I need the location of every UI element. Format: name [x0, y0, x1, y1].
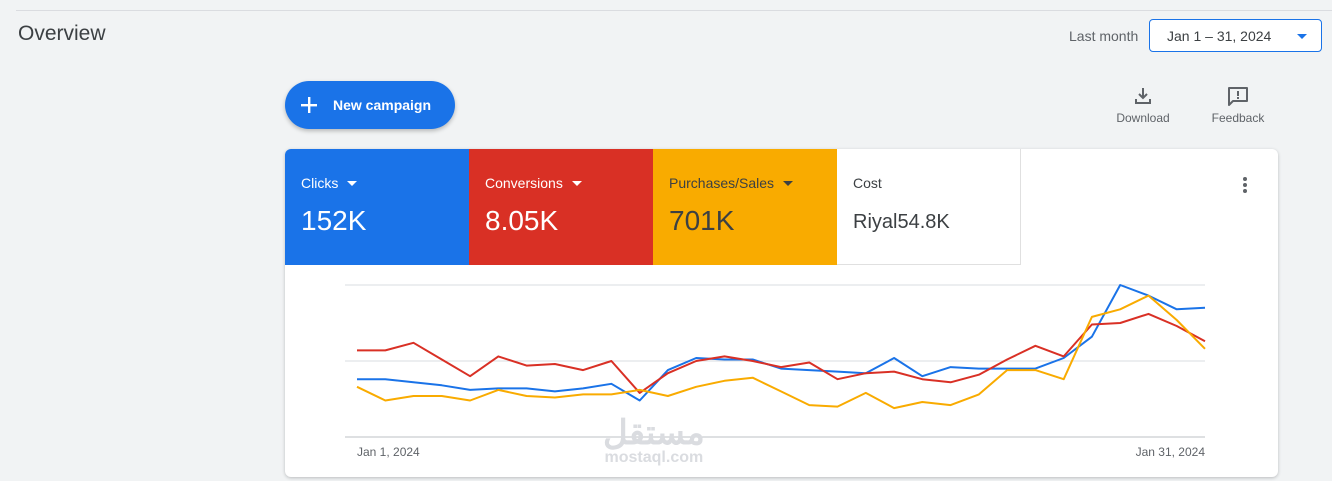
metric-value: 152K [301, 205, 367, 236]
download-icon [1135, 88, 1151, 104]
dropdown-arrow-icon[interactable] [347, 180, 358, 186]
metric-value: Riyal54.8K [853, 211, 950, 233]
new-campaign-label: New campaign [333, 97, 432, 113]
watermark-arabic: مستقل [603, 414, 705, 452]
series-line-0 [357, 284, 1206, 402]
metric-label: Purchases/Sales [669, 175, 775, 191]
performance-chart: Jan 1, 2024 Jan 31, 2024 [345, 284, 1206, 459]
dropdown-arrow-icon[interactable] [783, 180, 794, 186]
metric-tile-conversions[interactable]: Conversions 8.05K [469, 149, 653, 265]
new-campaign-button[interactable]: New campaign [285, 81, 455, 129]
watermark-logo: مستقل mostaql.com [603, 413, 705, 467]
metric-value: 701K [669, 205, 735, 236]
series-line-1 [357, 312, 1206, 394]
metric-tile-clicks[interactable]: Clicks 152K [285, 149, 469, 265]
watermark-latin: mostaql.com [604, 449, 704, 466]
header-divider [16, 10, 1332, 11]
metric-tile-cost[interactable]: Cost Riyal54.8K [837, 149, 1021, 265]
date-range-label: Last month [1069, 28, 1139, 44]
series-line-2 [356, 294, 1206, 410]
date-range-select[interactable]: Jan 1 – 31, 2024 [1149, 19, 1322, 52]
more-options-icon[interactable] [1235, 175, 1255, 195]
chevron-down-icon [1297, 34, 1307, 39]
metric-tile-purchases[interactable]: Purchases/Sales 701K [653, 149, 837, 265]
date-range-value: Jan 1 – 31, 2024 [1167, 27, 1272, 44]
feedback-button[interactable]: Feedback [1207, 86, 1269, 125]
performance-card: Clicks 152K Conversions 8.05K Purchases/… [285, 149, 1278, 477]
metric-label: Conversions [485, 175, 563, 191]
page-title: Overview [18, 22, 106, 45]
metric-label: Clicks [301, 175, 339, 191]
feedback-icon [1228, 87, 1248, 106]
x-axis-start-label: Jan 1, 2024 [357, 445, 420, 459]
plus-icon [301, 97, 317, 113]
feedback-label: Feedback [1211, 111, 1265, 125]
metric-label: Cost [853, 175, 882, 191]
metric-value: 8.05K [485, 205, 559, 236]
x-axis-end-label: Jan 31, 2024 [1136, 445, 1206, 459]
download-button[interactable]: Download [1112, 86, 1174, 125]
download-label: Download [1116, 111, 1170, 125]
dropdown-arrow-icon[interactable] [571, 180, 582, 186]
